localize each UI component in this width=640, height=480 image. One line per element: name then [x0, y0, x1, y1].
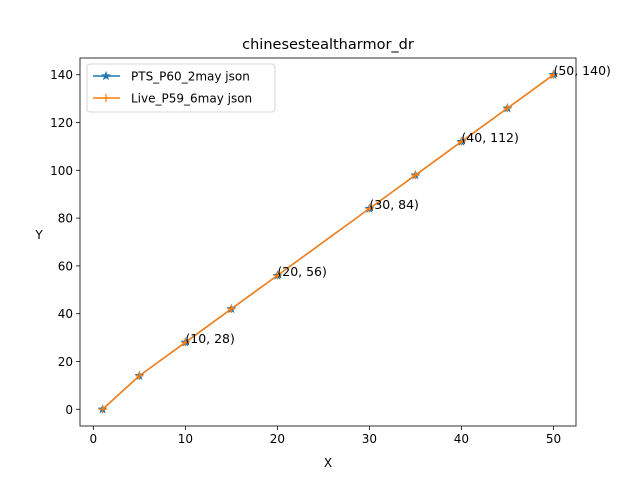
data-point — [365, 204, 374, 213]
data-point — [227, 304, 236, 313]
y-tick-label: 0 — [65, 403, 73, 417]
y-tick-label: 120 — [50, 116, 73, 130]
plot-area-frame — [79, 57, 577, 427]
x-tick-label: 0 — [90, 432, 98, 446]
x-axis: 0 10 20 30 40 50 — [90, 426, 561, 446]
legend-label: PTS_P60_2may json — [131, 70, 250, 84]
data-point — [273, 271, 282, 280]
chart-title: chinesestealtharmor_dr — [242, 37, 414, 53]
data-point — [181, 338, 190, 347]
x-tick-label: 50 — [546, 432, 561, 446]
x-tick-label: 40 — [454, 432, 469, 446]
annotation-layer: (10, 28) (20, 56) (30, 84) (40, 112) (50, 14… — [185, 63, 611, 346]
y-axis: 0 20 40 60 80 100 120 140 — [50, 68, 80, 417]
y-tick-label: 40 — [58, 307, 73, 321]
x-tick-label: 20 — [270, 432, 285, 446]
data-label: (10, 28) — [185, 331, 235, 346]
x-axis-label: X — [324, 456, 332, 470]
y-axis-label: Y — [34, 228, 43, 242]
y-tick-label: 20 — [58, 355, 73, 369]
y-tick-label: 140 — [50, 68, 73, 82]
data-point — [411, 171, 420, 180]
legend: PTS_P60_2may json Live_P59_6may json — [86, 63, 276, 113]
data-point — [135, 371, 144, 380]
legend-marker — [102, 94, 110, 102]
legend-marker — [101, 70, 111, 81]
data-point — [98, 405, 107, 414]
y-tick-label: 100 — [50, 164, 73, 178]
data-label: (40, 112) — [461, 130, 518, 145]
y-tick-label: 80 — [58, 212, 73, 226]
data-point — [549, 70, 558, 79]
data-point — [503, 104, 512, 113]
series-2 — [98, 70, 558, 414]
legend-label: Live_P59_6may json — [131, 92, 252, 106]
series-layer — [97, 69, 559, 414]
data-label: (20, 56) — [277, 264, 327, 279]
data-point — [457, 137, 466, 146]
data-label: (50, 140) — [553, 63, 610, 78]
data-label: (30, 84) — [369, 197, 419, 212]
x-tick-label: 10 — [178, 432, 193, 446]
legend-item: PTS_P60_2may json — [93, 70, 250, 84]
series-line — [102, 74, 554, 410]
legend-box — [86, 63, 276, 113]
legend-item: Live_P59_6may json — [93, 92, 252, 106]
x-tick-label: 30 — [362, 432, 377, 446]
y-tick-label: 60 — [58, 259, 73, 273]
